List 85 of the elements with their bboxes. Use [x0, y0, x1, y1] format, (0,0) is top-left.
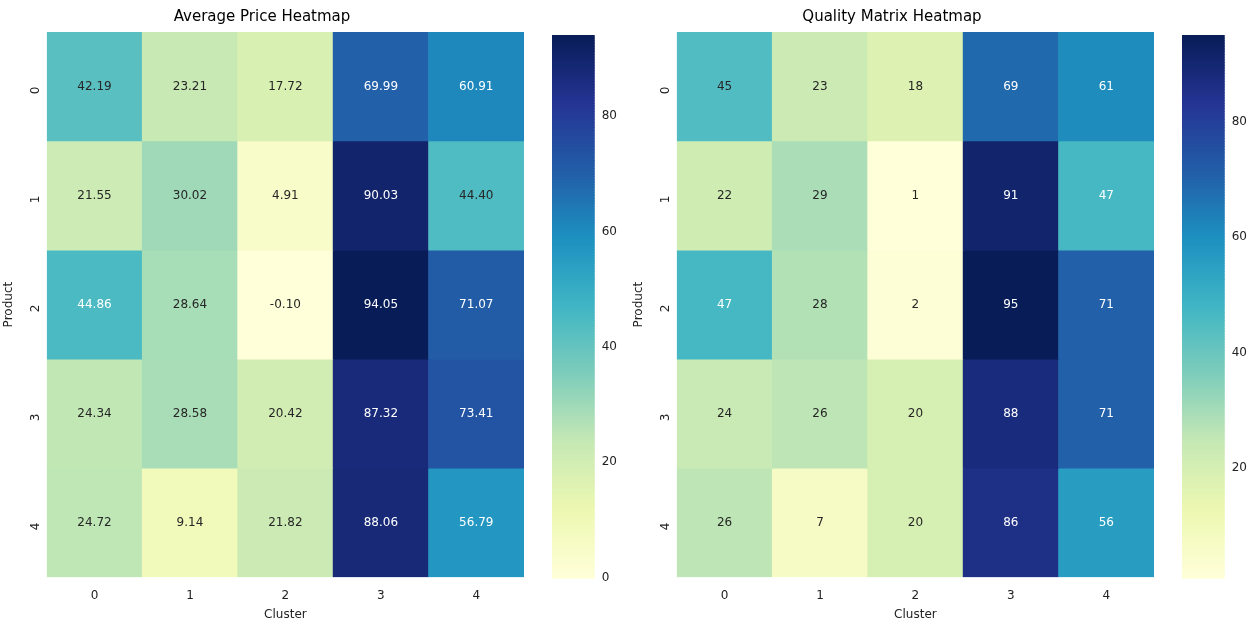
- data-label: 23: [812, 78, 828, 93]
- data-label: 22: [716, 187, 733, 202]
- data-label: 7: [816, 514, 824, 529]
- data-label: 47: [1098, 187, 1114, 202]
- data-label: 60.91: [459, 78, 494, 93]
- data-label: 30.02: [172, 187, 208, 202]
- y-tick-label: 4: [657, 522, 672, 531]
- data-label: 69: [1003, 78, 1019, 93]
- y-axis-title: Product: [631, 281, 646, 328]
- data-label: 42.19: [77, 78, 112, 93]
- data-label: 56.79: [459, 514, 494, 529]
- color-bar-label: 60: [1231, 229, 1248, 244]
- x-tick-label: 2: [911, 587, 920, 602]
- data-label: 91: [1003, 187, 1019, 202]
- data-label: 28.58: [172, 405, 208, 420]
- data-label: 18: [907, 78, 924, 93]
- color-bar-label: 40: [1231, 344, 1248, 359]
- y-tick-label: 2: [27, 304, 42, 313]
- data-label: 88: [1003, 405, 1019, 420]
- data-label: 45: [716, 78, 733, 93]
- color-bar-label: 0: [601, 569, 610, 584]
- y-tick-label: 2: [657, 304, 672, 313]
- y-tick-label: 3: [27, 413, 42, 422]
- data-label: 47: [716, 296, 733, 311]
- data-label: 73.41: [459, 405, 494, 420]
- chart-title: Average Price Heatmap: [173, 6, 351, 25]
- color-bar-label: 80: [601, 108, 618, 123]
- data-label: 28: [812, 296, 828, 311]
- data-label: 71: [1098, 405, 1114, 420]
- data-label: 20.42: [268, 405, 303, 420]
- data-label: 71.07: [459, 296, 494, 311]
- data-label: 94.05: [363, 296, 399, 311]
- data-label: 69.99: [363, 78, 399, 93]
- data-label: 24: [716, 405, 733, 420]
- data-label: 90.03: [363, 187, 399, 202]
- data-label: 4.91: [272, 187, 299, 202]
- data-label: 44.40: [459, 187, 494, 202]
- color-bar-label: 20: [601, 454, 618, 469]
- y-tick-label: 1: [657, 195, 672, 204]
- data-label: 95: [1003, 296, 1019, 311]
- data-label: 26: [716, 514, 733, 529]
- data-label: 28.64: [172, 296, 208, 311]
- data-label: 86: [1003, 514, 1019, 529]
- chart-title: Quality Matrix Heatmap: [802, 6, 982, 25]
- data-label: 26: [812, 405, 828, 420]
- data-label: 1: [911, 187, 920, 202]
- data-label: 21.82: [268, 514, 303, 529]
- y-axis-title: Product: [1, 281, 16, 328]
- data-label: 9.14: [176, 514, 204, 529]
- x-tick-label: 3: [1007, 587, 1015, 602]
- x-tick-label: 4: [1102, 587, 1111, 602]
- y-tick-label: 3: [657, 413, 672, 422]
- y-tick-label: 0: [27, 86, 42, 95]
- data-label: 29: [812, 187, 828, 202]
- x-tick-label: 0: [90, 587, 99, 602]
- data-label: 56: [1098, 514, 1114, 529]
- data-label: 71: [1098, 296, 1114, 311]
- data-label: 87.32: [363, 405, 399, 420]
- x-tick-label: 2: [281, 587, 290, 602]
- x-tick-label: 1: [186, 587, 194, 602]
- data-label: -0.10: [269, 296, 301, 311]
- y-tick-label: 1: [27, 195, 42, 204]
- data-label: 21.55: [77, 187, 112, 202]
- color-bar-label: 20: [1231, 460, 1248, 475]
- data-label: 20: [907, 514, 924, 529]
- x-tick-label: 1: [816, 587, 824, 602]
- data-label: 24.34: [77, 405, 112, 420]
- color-bar-label: 60: [601, 223, 618, 238]
- data-label: 61: [1098, 78, 1114, 93]
- data-label: 23.21: [172, 78, 208, 93]
- data-label: 20: [907, 405, 924, 420]
- x-tick-label: 0: [720, 587, 729, 602]
- y-tick-label: 0: [657, 86, 672, 95]
- x-tick-label: 4: [472, 587, 481, 602]
- data-label: 2: [911, 296, 920, 311]
- x-tick-label: 3: [377, 587, 385, 602]
- color-bar-label: 80: [1231, 113, 1248, 128]
- data-label: 88.06: [363, 514, 399, 529]
- color-bar-label: 40: [601, 338, 618, 353]
- x-axis-title: Cluster: [264, 606, 307, 621]
- data-label: 44.86: [77, 296, 112, 311]
- data-label: 17.72: [268, 78, 303, 93]
- data-label: 24.72: [77, 514, 112, 529]
- x-axis-title: Cluster: [894, 606, 937, 621]
- y-tick-label: 4: [27, 522, 42, 531]
